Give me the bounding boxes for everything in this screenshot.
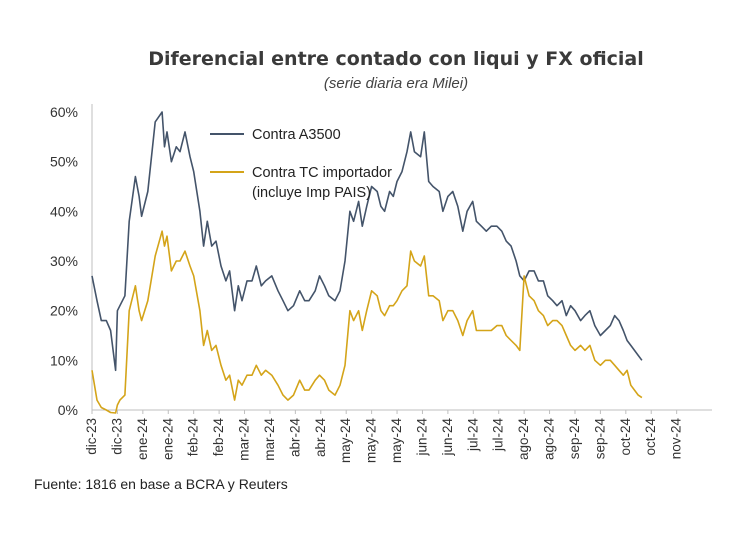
x-tick-label: ene-24: [160, 418, 175, 461]
x-tick-label: oct-24: [618, 418, 633, 456]
x-tick-label: sep-24: [567, 418, 582, 460]
x-tick-label: ago-24: [516, 418, 531, 461]
x-tick-label: ago-24: [542, 418, 557, 461]
series-line-a3500: [91, 111, 643, 372]
x-tick-label: feb-24: [186, 418, 201, 457]
y-axis: 0% 10% 20% 30% 40% 50% 60%: [50, 104, 78, 418]
legend-label-importador-2: (incluye Imp PAIS): [252, 185, 371, 201]
x-tick-label: mar-24: [237, 418, 252, 461]
y-tick-label: 40%: [50, 203, 78, 219]
source-note: Fuente: 1816 en base a BCRA y Reuters: [34, 476, 288, 492]
x-tick-label: dic-23: [109, 418, 124, 455]
x-tick-label: jun-24: [440, 418, 455, 457]
plot-lines: [91, 111, 643, 414]
legend-label-a3500: Contra A3500: [252, 127, 341, 143]
x-tick-label: ene-24: [135, 418, 150, 461]
x-tick-label: dic-23: [84, 418, 99, 455]
x-tick-label: nov-24: [669, 418, 684, 460]
x-tick-label: feb-24: [211, 418, 226, 457]
y-tick-label: 50%: [50, 154, 78, 170]
x-tick-label: may-24: [389, 418, 404, 464]
y-tick-label: 30%: [50, 253, 78, 269]
y-tick-label: 0%: [58, 402, 78, 418]
x-tick-label: mar-24: [262, 418, 277, 461]
legend: Contra A3500 Contra TC importador (inclu…: [210, 127, 392, 201]
x-tick-label: abr-24: [313, 418, 328, 458]
y-tick-label: 60%: [50, 104, 78, 120]
x-tick-label: jul-24: [491, 418, 506, 453]
x-axis: dic-23 dic-23 ene-24 ene-24 feb-24 feb-24 mar-…: [84, 410, 684, 463]
x-tick-label: jul-24: [465, 418, 480, 453]
x-tick-label: sep-24: [592, 418, 607, 460]
x-tick-label: may-24: [338, 418, 353, 464]
chart-subtitle: (serie diaria era Milei): [324, 75, 468, 92]
x-tick-label: oct-24: [643, 418, 658, 456]
y-tick-label: 20%: [50, 303, 78, 319]
chart-title: Diferencial entre contado con liqui y FX…: [148, 48, 644, 70]
x-tick-label: may-24: [364, 418, 379, 464]
x-tick-label: jun-24: [414, 418, 429, 457]
series-line-importador: [91, 230, 643, 414]
y-tick-label: 10%: [50, 352, 78, 368]
legend-label-importador-1: Contra TC importador: [252, 165, 392, 181]
x-tick-label: abr-24: [287, 418, 302, 458]
